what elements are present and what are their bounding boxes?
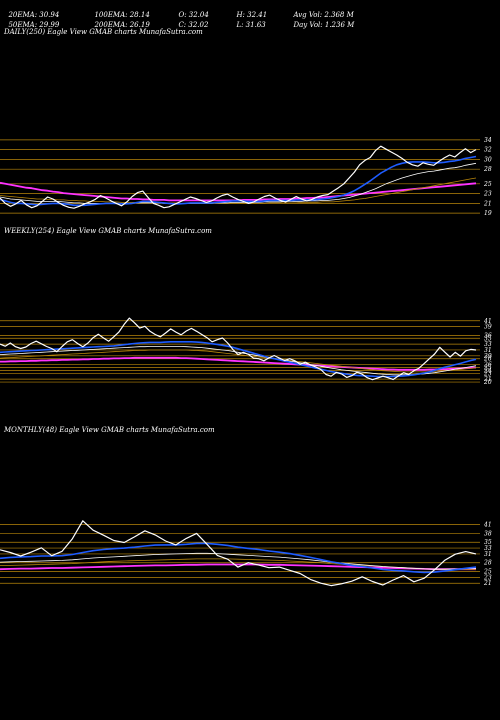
close-readout: C: 32.02	[178, 21, 209, 29]
price-line	[0, 317, 477, 381]
y-tick-label: 41	[483, 318, 492, 325]
y-tick-label: 31	[484, 551, 492, 558]
y-tick-label: 39	[484, 324, 492, 331]
y-tick-label: 33	[484, 545, 492, 552]
ema50-line	[0, 552, 477, 570]
y-tick-label: 28	[483, 166, 492, 173]
high-readout: H: 32.41	[236, 11, 268, 19]
price-line	[0, 520, 477, 587]
day-volume-readout: Day Vol: 1.236 M	[293, 21, 355, 29]
y-tick-label: 35	[484, 539, 492, 546]
ema50-line	[0, 162, 477, 204]
y-tick-label: 21	[483, 580, 492, 587]
y-tick-label: 33	[484, 341, 492, 348]
ema200-line	[0, 356, 477, 371]
ema100-line	[0, 177, 477, 204]
header-row-2: 50EMA: 29.99 200EMA: 26.19 C: 32.02 L: 31.6…	[4, 13, 354, 29]
y-tick-label: 21	[483, 376, 492, 383]
header-row-1: 20EMA: 30.94 100EMA: 28.14 O: 32.04 H: 32.4…	[4, 3, 354, 19]
ema20-line	[0, 155, 477, 207]
daily-panel-title: DAILY(250) Eagle View GMAB charts Munafa…	[4, 28, 203, 36]
y-tick-label: 34	[484, 137, 492, 144]
low-readout: L: 31.63	[236, 21, 266, 29]
y-tick-label: 20	[483, 379, 492, 386]
y-tick-label: 24	[483, 367, 492, 374]
ema200-readout: 200EMA: 26.19	[94, 21, 150, 29]
y-tick-label: 30	[484, 156, 492, 163]
y-tick-label: 31	[484, 347, 492, 354]
monthly-panel-title: MONTHLY(48) Eagle View GMAB charts Munaf…	[4, 426, 215, 434]
avg-volume-readout: Avg Vol: 2.368 M	[293, 11, 354, 19]
ema200-line	[0, 563, 476, 571]
y-tick-label: 32	[484, 147, 492, 154]
weekly-panel-title: WEEKLY(254) Eagle View GMAB charts Munaf…	[4, 227, 212, 235]
ema200-line	[0, 181, 477, 202]
open-readout: O: 32.04	[178, 11, 209, 19]
y-tick-label: 28	[483, 560, 492, 567]
y-tick-label: 25	[483, 181, 492, 188]
ema20-line	[0, 340, 477, 378]
ema50-readout: 50EMA: 29.99	[8, 21, 60, 29]
daily-chart: 34 32 30 28 25 23 21 19	[0, 137, 492, 217]
y-tick-label: 28	[483, 356, 492, 363]
y-tick-label: 25	[483, 569, 492, 576]
y-tick-label: 23	[483, 574, 492, 581]
y-tick-label: 21	[483, 200, 492, 207]
y-tick-label: 38	[484, 530, 492, 537]
ema100-readout: 100EMA: 28.14	[94, 11, 150, 19]
price-line	[0, 145, 477, 209]
y-tick-label: 41	[483, 522, 492, 529]
ema20-line	[0, 542, 477, 574]
y-tick-label: 35	[484, 335, 492, 342]
y-tick-label: 23	[483, 370, 492, 377]
y-tick-label: 23	[483, 191, 492, 198]
ema20-readout: 20EMA: 30.94	[8, 11, 60, 19]
y-tick-label: 26	[483, 362, 492, 369]
y-tick-label: 25	[483, 364, 492, 371]
y-tick-label: 36	[484, 332, 492, 339]
y-tick-label: 19	[484, 210, 492, 217]
y-tick-label: 29	[483, 353, 492, 360]
ema50-line	[0, 346, 477, 376]
